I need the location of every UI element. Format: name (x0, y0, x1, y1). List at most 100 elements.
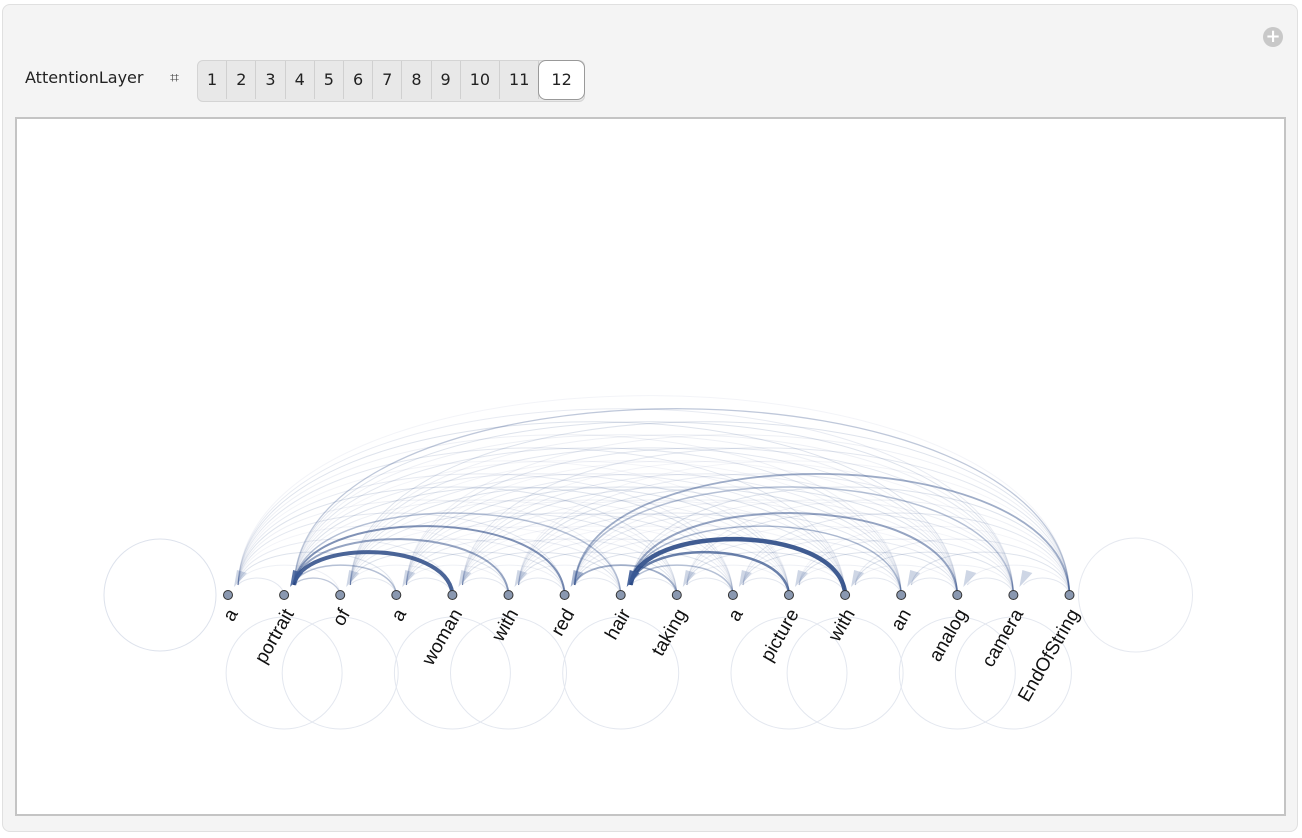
self-loop (450, 616, 567, 730)
layer-tab[interactable]: 8 (402, 61, 432, 99)
attention-arc (573, 486, 1015, 594)
attention-arc (461, 460, 1014, 594)
layer-tab[interactable]: 7 (373, 61, 403, 99)
token-label: an (887, 606, 916, 635)
attention-arc (405, 486, 846, 594)
attention-arc (293, 564, 398, 594)
attention-arc (518, 512, 846, 594)
attention-arc (574, 525, 846, 594)
attention-arc (910, 564, 1014, 594)
token-node (1008, 590, 1019, 600)
self-loop (225, 616, 343, 730)
attention-arc (742, 577, 790, 594)
attention-arc (349, 473, 846, 594)
attention-arc (854, 538, 1070, 594)
attention-arc (573, 564, 678, 594)
attention-arc (574, 512, 902, 594)
token-node (952, 590, 963, 600)
self-loop (786, 616, 904, 730)
attention-arc (349, 538, 566, 594)
attention-arc (518, 538, 734, 594)
attention-arc (742, 512, 1070, 594)
attention-arc (237, 486, 678, 594)
attention-arc (461, 447, 1070, 594)
layer-tab[interactable]: 2 (227, 61, 257, 99)
attention-arc (405, 512, 734, 594)
layer-tab[interactable]: 4 (286, 61, 315, 99)
token-label: camera (978, 605, 1028, 671)
arrowhead (514, 570, 528, 587)
attention-arc (293, 447, 902, 594)
arrowhead (290, 570, 304, 587)
attention-arc (237, 421, 958, 594)
attention-arc (293, 577, 341, 594)
arrowhead (738, 570, 752, 587)
token-label: with (824, 606, 860, 647)
attention-arc (293, 512, 622, 594)
arrowhead (234, 570, 247, 587)
arrowhead (570, 570, 584, 587)
arrowhead (402, 570, 416, 587)
token-node (503, 590, 514, 600)
token-label: portrait (251, 605, 299, 667)
attention-arc (405, 434, 1070, 594)
token-node (1064, 590, 1075, 600)
layer-tab[interactable]: 9 (432, 61, 461, 99)
token-node (391, 590, 402, 600)
control-symbol: ⌗ (170, 68, 180, 87)
layer-tab[interactable]: 1 (198, 61, 228, 99)
attention-arc (742, 538, 958, 594)
attention-arc (518, 564, 622, 594)
attention-arc (349, 551, 509, 594)
attention-arc (293, 434, 958, 594)
token-node (559, 590, 570, 600)
attention-arc (293, 408, 1071, 594)
attention-arc (742, 551, 902, 594)
attention-arc (405, 460, 958, 594)
attention-arc (293, 460, 846, 594)
layer-tab[interactable]: 10 (461, 61, 501, 99)
attention-arc (237, 538, 453, 594)
attention-arc (629, 564, 734, 594)
attention-arc (574, 577, 622, 594)
attention-arc (293, 525, 566, 594)
arrowhead (907, 570, 921, 587)
arrowhead (851, 570, 865, 587)
layer-tab[interactable]: 12 (538, 60, 585, 100)
attention-arc (237, 564, 341, 594)
attention-arc (293, 538, 510, 594)
attention-arc (237, 408, 1014, 594)
attention-arc (461, 538, 678, 594)
attention-arc (349, 447, 958, 594)
token-label: hair (601, 605, 635, 644)
attention-arc (405, 525, 678, 594)
layer-tab[interactable]: 3 (256, 61, 286, 99)
token-node (223, 590, 233, 600)
arrowhead (682, 570, 696, 587)
attention-arc (461, 525, 734, 594)
self-loop (393, 616, 511, 730)
attention-arc (237, 512, 566, 594)
attention-arc (405, 564, 509, 594)
attention-arc (742, 525, 1014, 594)
attention-arc (798, 577, 846, 594)
token-label: taking (648, 606, 692, 660)
attention-arc (462, 577, 509, 594)
token-node (727, 590, 738, 600)
attention-arc (237, 460, 790, 594)
token-node (615, 590, 626, 600)
attention-arc (854, 551, 1014, 594)
self-loop (898, 616, 1016, 730)
token-node (896, 590, 907, 600)
layer-tab[interactable]: 5 (315, 61, 344, 99)
attention-arc (237, 577, 285, 594)
layer-tab[interactable]: 6 (344, 61, 374, 99)
self-loop (281, 616, 399, 730)
attention-arc (349, 421, 1070, 594)
add-button[interactable]: + (1263, 27, 1283, 47)
attention-arc (742, 564, 846, 594)
attention-arc (405, 447, 1014, 594)
token-label: a (219, 605, 243, 625)
token-label: woman (418, 606, 467, 670)
